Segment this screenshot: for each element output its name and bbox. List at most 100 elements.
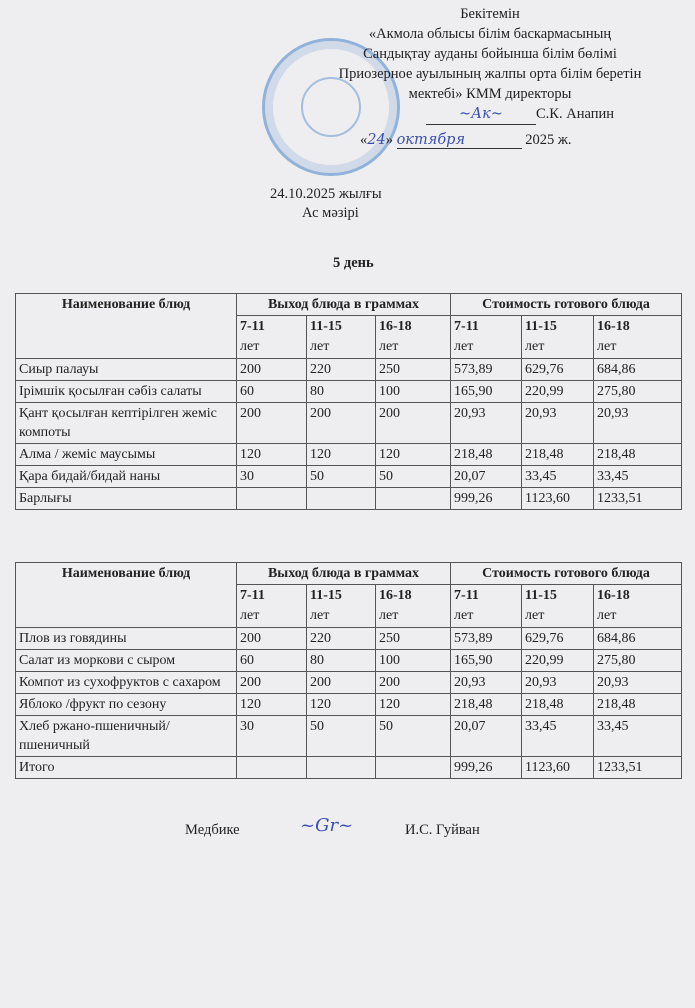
dish-name: Яблоко /фрукт по сезону [15, 693, 237, 716]
age-group-header: 16-18 лет [593, 584, 682, 628]
cell-value: 999,26 [450, 756, 523, 779]
age-group-header: 7-11 лет [236, 315, 307, 359]
col-header-yield: Выход блюда в граммах [235, 293, 452, 316]
age-group-header: 7-11 лет [450, 584, 523, 628]
approval-line: Приозерное ауылының жалпы орта білім бер… [338, 66, 642, 82]
cell-value: 200 [236, 671, 307, 694]
cell-value: 20,93 [593, 671, 682, 694]
table-row: Яблоко /фрукт по сезону 120 120 120 218,48 21… [15, 693, 682, 716]
director-name: С.К. Анапин [536, 106, 614, 122]
cell-value: 200 [306, 402, 376, 444]
age-group-header: 11-15 лет [521, 315, 595, 359]
table-row: Барлығы 999,26 1123,60 1233,51 [15, 487, 682, 510]
cell-value: 200 [236, 627, 307, 650]
cell-value: 200 [306, 671, 376, 694]
cell-value: 573,89 [450, 358, 523, 381]
date-year: 2025 ж. [525, 132, 572, 148]
cell-value: 33,45 [521, 465, 595, 488]
cell-value: 220 [306, 627, 376, 650]
dish-name: Компот из сухофруктов с сахаром [15, 671, 237, 694]
cell-value: 250 [374, 627, 452, 650]
age-group-header: 7-11 лет [450, 315, 523, 359]
cell-value: 218,48 [521, 693, 595, 716]
cell-value: 218,48 [450, 443, 523, 466]
menu-table-kazakh: Наименование блюд Выход блюда в граммах Ст… [15, 293, 682, 510]
dish-name: Барлығы [15, 487, 237, 510]
cell-value: 275,80 [593, 380, 682, 403]
cell-value: 200 [236, 402, 307, 444]
cell-value: 250 [374, 358, 452, 381]
cell-value: 120 [306, 693, 376, 716]
dish-name: Итого [15, 756, 237, 779]
cell-value: 20,93 [593, 402, 682, 444]
cell-value: 33,45 [521, 715, 595, 757]
cell-value: 60 [236, 649, 307, 672]
col-header-cost: Стоимость готового блюда [450, 562, 682, 585]
dish-name: Ірімшік қосылған сәбіз салаты [15, 380, 237, 403]
cell-value: 80 [306, 649, 376, 672]
cell-value: 50 [374, 715, 452, 757]
cell-value: 120 [236, 693, 307, 716]
dish-name: Плов из говядины [15, 627, 237, 650]
cell-value: 200 [374, 671, 452, 694]
approval-line: Бекітемін [460, 6, 520, 22]
age-group-header: 16-18 лет [374, 584, 452, 628]
date-title: 24.10.2025 жылғы [270, 186, 382, 202]
header-row: Наименование блюд Выход блюда в граммах Ст… [15, 562, 682, 628]
cell-value: 120 [374, 693, 452, 716]
date-day: 24 [367, 132, 386, 148]
cell-value: 50 [306, 465, 376, 488]
table-row: Хлеб ржано-пшеничный/пшеничный 30 50 50 20,0… [15, 715, 682, 757]
table-row: Итого 999,26 1123,60 1233,51 [15, 756, 682, 779]
approval-line: «Акмола облысы білім баскармасының [368, 26, 612, 42]
table-row: Компот из сухофруктов с сахаром 200 200 200… [15, 671, 682, 694]
approval-line: мектебі» КММ директоры [408, 86, 572, 102]
cell-value: 50 [374, 465, 452, 488]
table-row: Салат из моркови с сыром 60 80 100 165,90 220… [15, 649, 682, 672]
cell-value: 165,90 [450, 649, 523, 672]
age-group-header: 11-15 лет [306, 315, 376, 359]
cell-value [306, 487, 376, 510]
cell-value: 20,93 [521, 402, 595, 444]
official-stamp [262, 38, 400, 176]
medic-role: Медбике [185, 822, 240, 838]
cell-value: 684,86 [593, 627, 682, 650]
age-header-row: 7-11 лет 11-15 лет 16-18 лет 7-11 лет 11-15 лет 16… [16, 315, 682, 359]
cell-value: 220 [306, 358, 376, 381]
cell-value: 218,48 [450, 693, 523, 716]
cell-value: 1233,51 [593, 487, 682, 510]
cell-value: 100 [374, 380, 452, 403]
dish-name: Қара бидай/бидай наны [15, 465, 237, 488]
cell-value: 120 [374, 443, 452, 466]
cell-value [236, 756, 307, 779]
cell-value: 20,93 [450, 402, 523, 444]
cell-value: 200 [374, 402, 452, 444]
cell-value: 20,93 [450, 671, 523, 694]
approval-date: «24» октября 2025 ж. [360, 132, 572, 149]
col-header-name: Наименование блюд [15, 562, 237, 628]
cell-value: 100 [374, 649, 452, 672]
table-row: Сиыр палауы 200 220 250 573,89 629,76 684,86 [15, 358, 682, 381]
date-month: октября [396, 132, 522, 149]
cell-value: 60 [236, 380, 307, 403]
cell-value: 200 [236, 358, 307, 381]
cell-value: 20,07 [450, 465, 523, 488]
cell-value: 218,48 [593, 443, 682, 466]
age-group-header: 7-11 лет [236, 584, 307, 628]
cell-value [374, 756, 452, 779]
cell-value: 165,90 [450, 380, 523, 403]
cell-value [374, 487, 452, 510]
cell-value: 30 [236, 465, 307, 488]
cell-value: 120 [306, 443, 376, 466]
col-header-name: Наименование блюд [15, 293, 237, 359]
dish-name: Алма / жеміс маусымы [15, 443, 237, 466]
age-header-row: 7-11 лет 11-15 лет 16-18 лет 7-11 лет 11-15 лет 16… [16, 584, 682, 628]
age-group-header: 16-18 лет [374, 315, 452, 359]
cell-value: 20,07 [450, 715, 523, 757]
age-group-header: 11-15 лет [306, 584, 376, 628]
cell-value: 629,76 [521, 627, 595, 650]
dish-name: Қант қосылған кептірілген жеміс компоты [15, 402, 237, 444]
col-header-yield: Выход блюда в граммах [235, 562, 452, 585]
dish-name: Сиыр палауы [15, 358, 237, 381]
table-row: Алма / жеміс маусымы 120 120 120 218,48 218,4… [15, 443, 682, 466]
